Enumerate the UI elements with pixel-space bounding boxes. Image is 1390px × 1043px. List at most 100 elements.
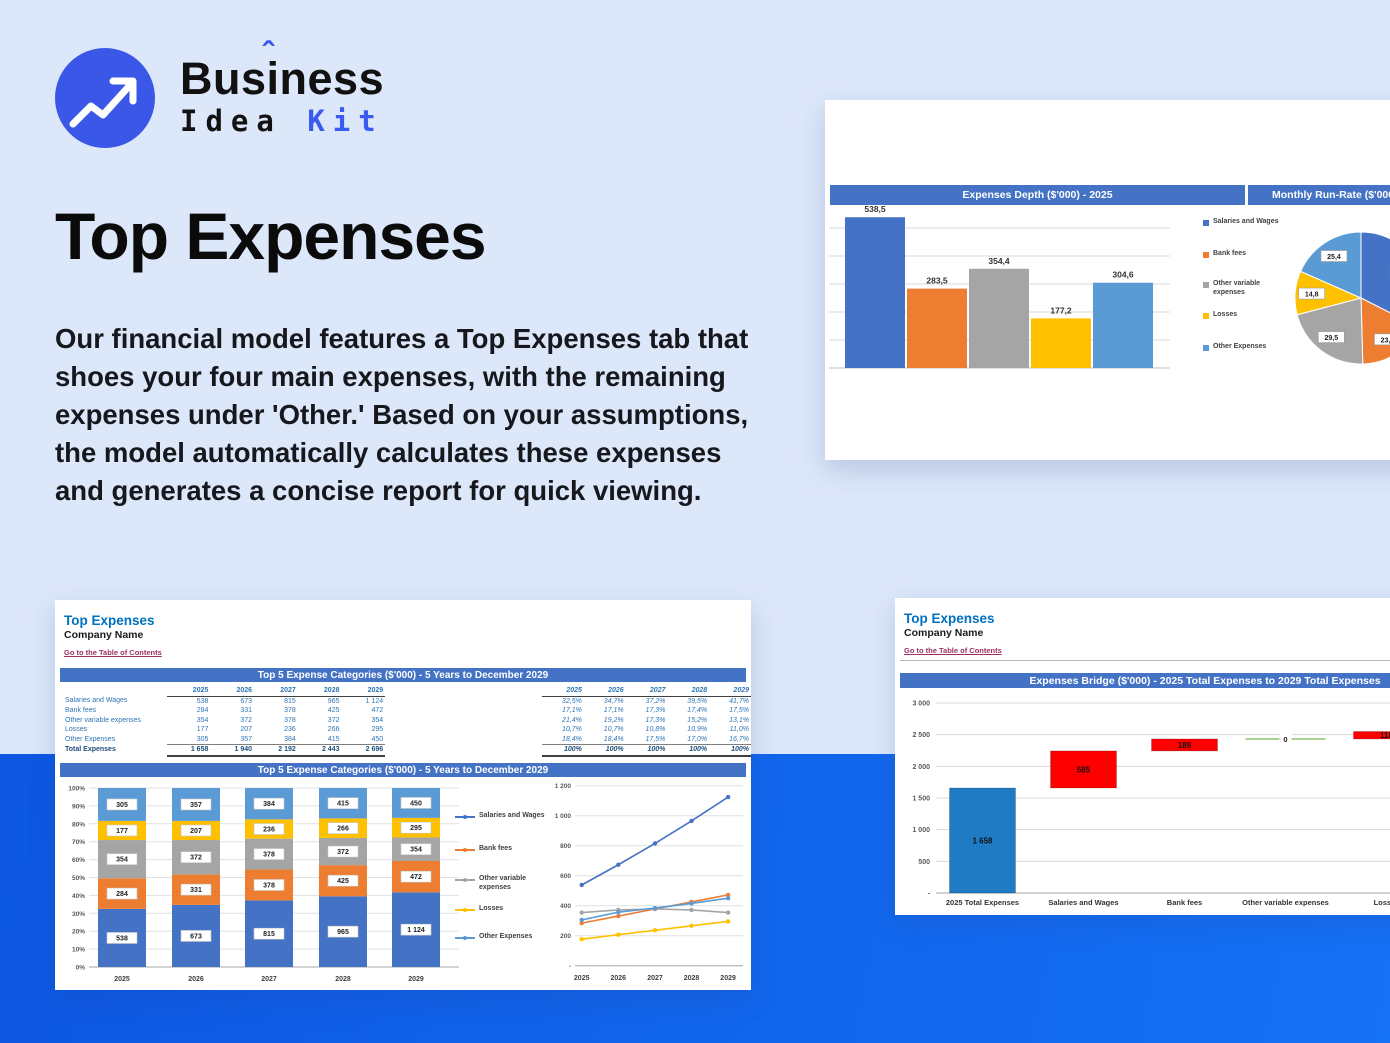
series-point [579, 910, 584, 915]
axis-tick-label: 70% [72, 839, 85, 846]
axis-tick-label: - [569, 963, 571, 970]
legend-item: Other variable expenses [1203, 280, 1281, 298]
expenses-bridge-waterfall-chart: - 500 1 000 1 500 2 000 2 500 3 000 1 658 2025 T… [912, 701, 1390, 907]
pct-cell: 10,7% [603, 726, 624, 733]
total-label: Total Expenses [65, 746, 116, 754]
pct-cell: 19,2% [603, 716, 624, 724]
x-axis-label: Salaries and Wages [1048, 898, 1118, 907]
pie-label: 29,5 [1324, 335, 1338, 342]
axis-tick-label: 2 500 [912, 732, 930, 739]
value-cell: 331 [240, 707, 253, 714]
segment-label: 236 [263, 827, 275, 834]
segment-label-box [180, 930, 212, 942]
value-cell: 295 [371, 726, 384, 733]
value-cell: 378 [284, 716, 296, 724]
segment-label-box [327, 845, 359, 858]
bar-label: 177,2 [1050, 305, 1072, 315]
segment-label-box [106, 853, 138, 865]
legend-label: Bank fees [479, 845, 513, 852]
segment-label: 305 [116, 802, 128, 809]
x-axis-label: 2025 Total Expenses [946, 898, 1019, 907]
pct-cell: 41,7% [729, 697, 749, 705]
axis-tick-label: 400 [560, 903, 571, 910]
pct-cell: 17,3% [645, 707, 666, 714]
table-row: Other Expenses 305 357 384 415 450 18,4% 18,4% 1… [63, 734, 751, 745]
row-label: Bank fees [65, 707, 97, 714]
legend-label: Other Expenses [479, 933, 533, 940]
value-cell: 450 [341, 734, 386, 745]
series-point [579, 936, 584, 942]
sheet-header: Top Expenses Company Name Go to the Tabl… [64, 613, 162, 660]
pct-cell: 10,7% [562, 726, 582, 733]
brand-line2: Idea Kit [180, 104, 384, 138]
segment-label-box [400, 821, 432, 834]
axis-tick-label: 800 [560, 843, 571, 850]
x-axis-label: 2028 [335, 976, 351, 983]
row-label: Other Expenses [65, 735, 116, 743]
x-axis-label: 2025 [114, 976, 130, 983]
segment-label: 372 [337, 849, 349, 856]
screenshot-expenses-bridge: Top Expenses Company Name Go to the Tabl… [895, 598, 1390, 915]
table-row: Bank fees 284 331 378 425 472 17,1% 17,1% 17,3% 1… [63, 706, 751, 716]
axis-tick-label: 20% [72, 929, 85, 936]
segment-label-box [106, 932, 138, 944]
segment-label: 331 [190, 887, 202, 894]
year-header: 2029 [341, 686, 386, 697]
pct-cell: 39,5% [687, 697, 708, 705]
expenses-depth-legend: Salaries and Wages Bank fees Other variabl… [1203, 205, 1298, 370]
value-cell: 354 [371, 716, 384, 724]
axis-tick-label: 60% [72, 857, 85, 864]
pct-cell: 17,4% [687, 707, 708, 714]
legend-swatch-icon [1203, 220, 1209, 226]
series-point [579, 920, 584, 926]
value-cell: 472 [371, 707, 384, 714]
bar [1093, 282, 1153, 368]
value-cell: 378 [284, 707, 296, 714]
waterfall-bar [1151, 738, 1218, 752]
pct-cell: 17,3% [645, 716, 666, 724]
table-of-contents-link[interactable]: Go to the Table of Contents [64, 647, 162, 657]
pct-cell: 17,0% [667, 734, 710, 745]
row-label: Losses [65, 726, 88, 733]
legend-swatch-icon [455, 936, 475, 940]
year-header: 2028 [297, 686, 342, 697]
segment-label-box [327, 874, 359, 887]
bar-label: 304,6 [1112, 270, 1134, 280]
series-point [652, 928, 658, 933]
pie-label-box [1374, 333, 1390, 346]
total-value-cell: 2 443 [297, 744, 342, 757]
brand-line1: Busi ˆ ness [180, 36, 385, 104]
year-header: 2028 [667, 686, 710, 697]
value-cell: 1 124 [365, 697, 384, 705]
series-point [689, 907, 694, 913]
value-cell: 415 [297, 734, 342, 745]
top5-expense-table: 2025 2026 2027 2028 2029 2025 2026 2027 2028 2029… [63, 686, 751, 757]
legend-swatch-icon [1203, 282, 1209, 288]
legend-swatch-icon [455, 848, 475, 852]
series-point [689, 901, 694, 906]
spacer-cell [385, 735, 542, 745]
series-point [616, 909, 621, 915]
value-cell: 266 [327, 726, 340, 733]
x-axis-label: 2029 [720, 975, 736, 982]
legend-item: Other Expenses [1203, 343, 1281, 352]
year-header: 2027 [625, 686, 668, 697]
segment-label: 415 [337, 801, 349, 808]
total-pct-cell: 100% [542, 744, 584, 757]
segment-label: 450 [410, 800, 422, 807]
value-cell: 372 [240, 716, 253, 724]
table-of-contents-link[interactable]: Go to the Table of Contents [904, 645, 1002, 655]
value-cell: 673 [240, 697, 253, 705]
table-row: Salaries and Wages 538 673 815 965 1 124 32,5%… [63, 696, 751, 706]
year-header: 2026 [210, 686, 255, 697]
sheet-header: Top Expenses Company Name Go to the Tabl… [904, 611, 1002, 658]
x-axis-label: 2025 [574, 975, 590, 982]
table-total-row: Total Expenses 1 658 1 940 2 192 2 443 2 696 1… [63, 744, 751, 757]
value-cell: 354 [196, 716, 209, 724]
brand-logo-icon [55, 48, 155, 148]
screenshot-expenses-depth: Expenses Depth ($'000) - 2025 Monthly Ru… [825, 100, 1390, 460]
legend-label: Salaries and Wages [479, 812, 545, 819]
chart-header-expenses-depth: Expenses Depth ($'000) - 2025 [830, 185, 1245, 205]
axis-tick-label: 10% [72, 947, 85, 954]
